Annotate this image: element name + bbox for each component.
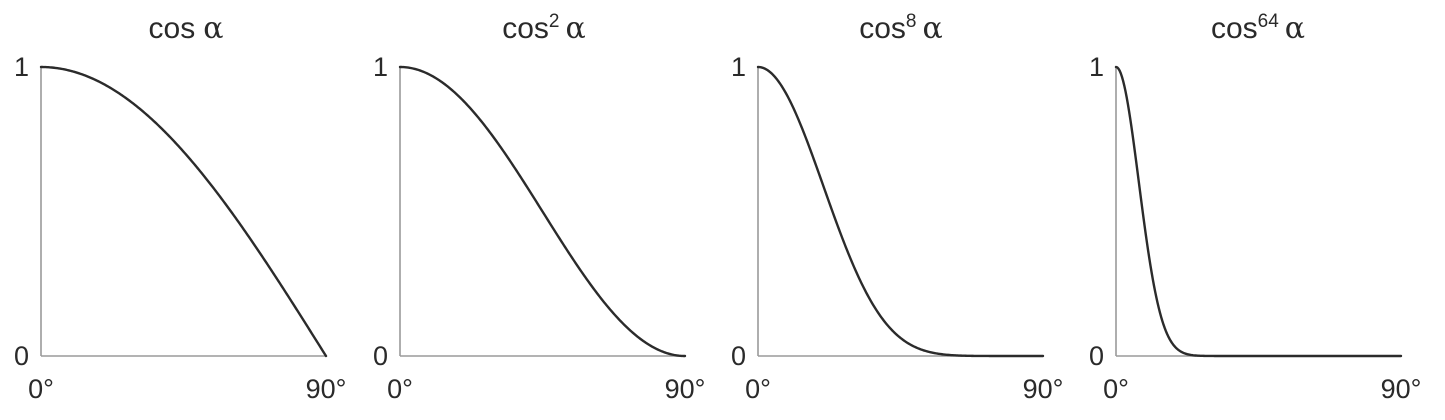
chart-panel-1: cos α 1 00° 90° — [14, 11, 346, 404]
y-tick-label-min: 0 — [373, 341, 388, 371]
chart-panel-4: cos64 α 1 00° 90° — [1089, 11, 1421, 404]
title-alpha-symbol: α — [923, 11, 943, 46]
y-tick-label-min: 0 — [14, 341, 29, 371]
chart-title: cos8 α — [859, 11, 943, 46]
chart-title: cos64 α — [1211, 11, 1305, 46]
x-tick-label-min: 0° — [1103, 374, 1129, 404]
x-tick-label-max: 90° — [665, 374, 706, 404]
title-exponent: 8 — [906, 11, 917, 32]
chart-title: cos2 α — [502, 11, 586, 46]
chart-title: cos α — [149, 11, 224, 46]
x-tick-label-max: 90° — [1381, 374, 1422, 404]
title-exponent: 64 — [1258, 11, 1280, 32]
chart-panel-3: cos8 α 1 00° 90° — [731, 11, 1063, 404]
series-line-cos-power — [39, 65, 328, 358]
series-line-cos-power — [1114, 65, 1403, 358]
title-base: cos — [502, 12, 549, 45]
y-tick-label-max: 1 — [1089, 52, 1104, 82]
x-tick-label-min: 0° — [745, 374, 771, 404]
chart-panel-2: cos2 α 1 00° 90° — [373, 11, 705, 404]
y-tick-label-max: 1 — [373, 52, 388, 82]
y-tick-label-min: 0 — [1089, 341, 1104, 371]
title-alpha-symbol: α — [1285, 11, 1305, 46]
x-tick-label-max: 90° — [1023, 374, 1064, 404]
y-tick-label-min: 0 — [731, 341, 746, 371]
title-alpha-symbol: α — [566, 11, 586, 46]
title-base: cos — [859, 12, 906, 45]
title-alpha-symbol: α — [203, 11, 223, 46]
y-tick-label-max: 1 — [731, 52, 746, 82]
title-exponent: 2 — [549, 11, 560, 32]
y-tick-label-max: 1 — [14, 52, 29, 82]
title-base: cos — [1211, 12, 1258, 45]
x-tick-label-max: 90° — [306, 374, 347, 404]
series-line-cos-power — [756, 65, 1045, 358]
series-line-cos-power — [398, 65, 687, 358]
x-tick-label-min: 0° — [28, 374, 54, 404]
x-tick-label-min: 0° — [387, 374, 413, 404]
title-base: cos — [149, 12, 196, 45]
